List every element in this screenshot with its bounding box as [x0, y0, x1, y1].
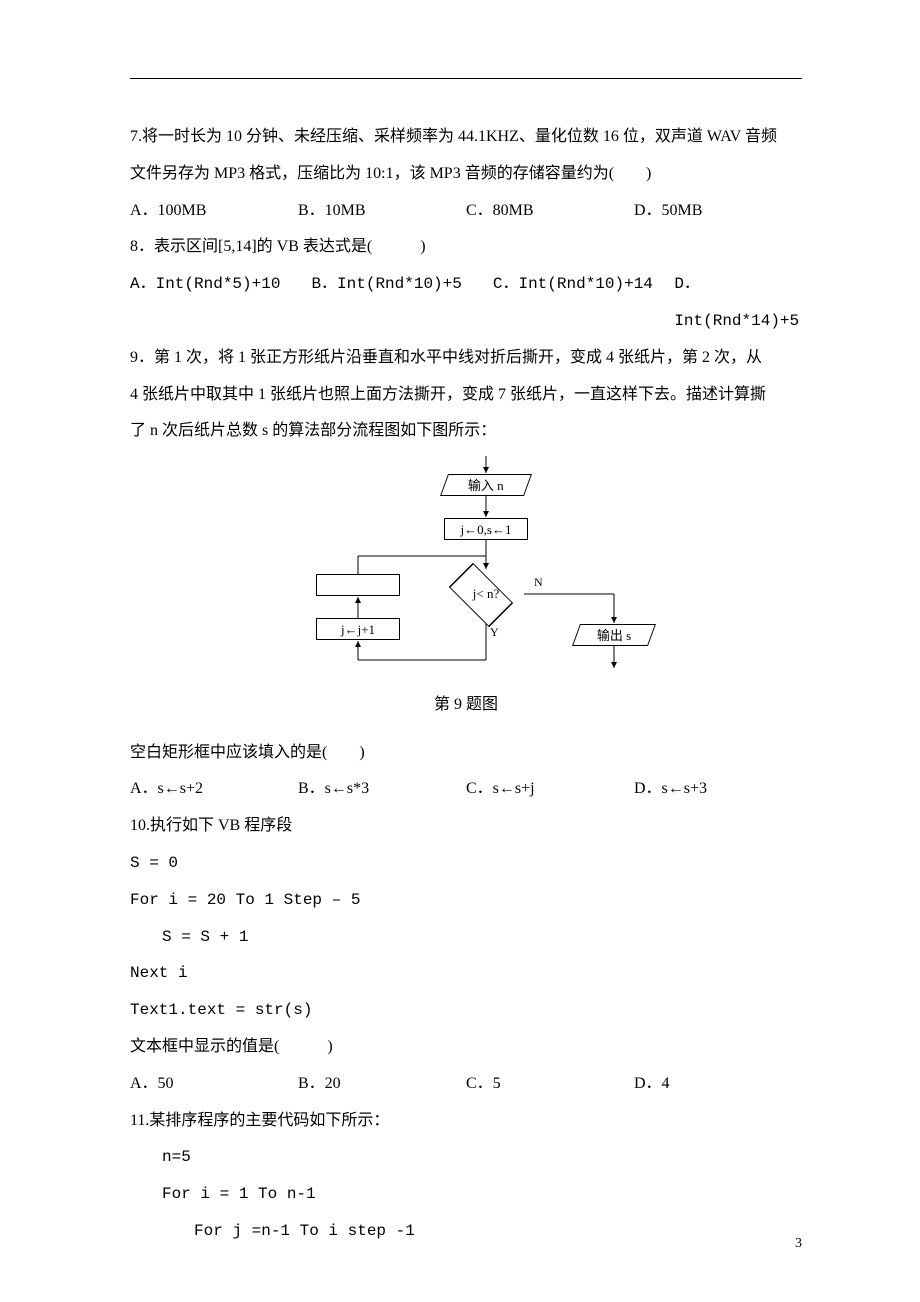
q8-options: A．Int(Rnd*5)+10 B．Int(Rnd*10)+5 C．Int(Rn…	[130, 266, 802, 340]
q9-caption: 第 9 题图	[130, 694, 802, 716]
q10-code-0: S = 0	[130, 845, 802, 882]
q7-opt-a: A．100MB	[130, 193, 298, 230]
q9-opt-b: B．s←s*3	[298, 771, 466, 808]
flowchart-yes-label: Y	[490, 626, 499, 638]
q10-code-4: Text1.text = str(s)	[130, 992, 802, 1029]
q8-opt-d: D．Int(Rnd*14)+5	[674, 266, 802, 340]
flowchart-input: 输入 n	[440, 474, 532, 496]
q10-opt-d: D．4	[634, 1066, 802, 1103]
flowchart-inc-label: j←j+1	[341, 623, 375, 636]
flowchart-inc: j←j+1	[316, 618, 400, 640]
q10-code-1: For i = 20 To 1 Step – 5	[130, 882, 802, 919]
q10-code-3: Next i	[130, 955, 802, 992]
q9-stem-line2: 4 张纸片中取其中 1 张纸片也照上面方法撕开，变成 7 张纸片，一直这样下去。…	[130, 377, 802, 414]
q10-options: A．50 B．20 C．5 D．4	[130, 1066, 802, 1103]
q7-opt-d: D．50MB	[634, 193, 802, 230]
flowchart-init: j←0,s←1	[444, 518, 528, 540]
flowchart-blank	[316, 574, 400, 596]
q7-stem-line1: 7.将一时长为 10 分钟、未经压缩、采样频率为 44.1KHZ、量化位数 16…	[130, 119, 802, 156]
q9-flowchart: 输入 n j←0,s←1 j< n? j←j+1 输出 s Y N	[266, 456, 666, 686]
q7-options: A．100MB B．10MB C．80MB D．50MB	[130, 193, 802, 230]
q10-ask: 文本框中显示的值是( )	[130, 1029, 802, 1066]
q11-code-1: For i = 1 To n-1	[130, 1176, 802, 1213]
q8-opt-b: B．Int(Rnd*10)+5	[311, 266, 492, 340]
q9-blank-prompt: 空白矩形框中应该填入的是( )	[130, 735, 802, 772]
q11-stem: 11.某排序程序的主要代码如下所示：	[130, 1103, 802, 1140]
flowchart-output-label: 输出 s	[597, 629, 631, 642]
q7-stem-line2: 文件另存为 MP3 格式，压缩比为 10:1，该 MP3 音频的存储容量约为( …	[130, 156, 802, 193]
flowchart-output: 输出 s	[572, 624, 656, 646]
flowchart-no-label: N	[534, 576, 543, 588]
q10-opt-b: B．20	[298, 1066, 466, 1103]
flowchart-input-label: 输入 n	[468, 479, 504, 492]
q7-opt-c: C．80MB	[466, 193, 634, 230]
q9-stem-line3: 了 n 次后纸片总数 s 的算法部分流程图如下图所示：	[130, 413, 802, 450]
q9-opt-a: A．s←s+2	[130, 771, 298, 808]
q9-opt-d: D．s←s+3	[634, 771, 802, 808]
header-rule	[130, 78, 802, 79]
q10-opt-c: C．5	[466, 1066, 634, 1103]
q9-opt-c: C．s←s+j	[466, 771, 634, 808]
flowchart-decision-label: j< n?	[462, 587, 510, 600]
q10-code-2: S = S + 1	[130, 919, 802, 956]
q8-opt-c: C．Int(Rnd*10)+14	[493, 266, 674, 340]
q8-opt-a: A．Int(Rnd*5)+10	[130, 266, 311, 340]
q9-stem-line1: 9．第 1 次，将 1 张正方形纸片沿垂直和水平中线对折后撕开，变成 4 张纸片…	[130, 340, 802, 377]
flowchart-init-label: j←0,s←1	[461, 523, 512, 536]
q8-stem: 8．表示区间[5,14]的 VB 表达式是( )	[130, 229, 802, 266]
q10-stem: 10.执行如下 VB 程序段	[130, 808, 802, 845]
q10-opt-a: A．50	[130, 1066, 298, 1103]
q9-options: A．s←s+2 B．s←s*3 C．s←s+j D．s←s+3	[130, 771, 802, 808]
q7-opt-b: B．10MB	[298, 193, 466, 230]
q11-code-2: For j =n-1 To i step -1	[130, 1213, 802, 1250]
page-number: 3	[795, 1228, 802, 1260]
q11-code-0: n=5	[130, 1139, 802, 1176]
